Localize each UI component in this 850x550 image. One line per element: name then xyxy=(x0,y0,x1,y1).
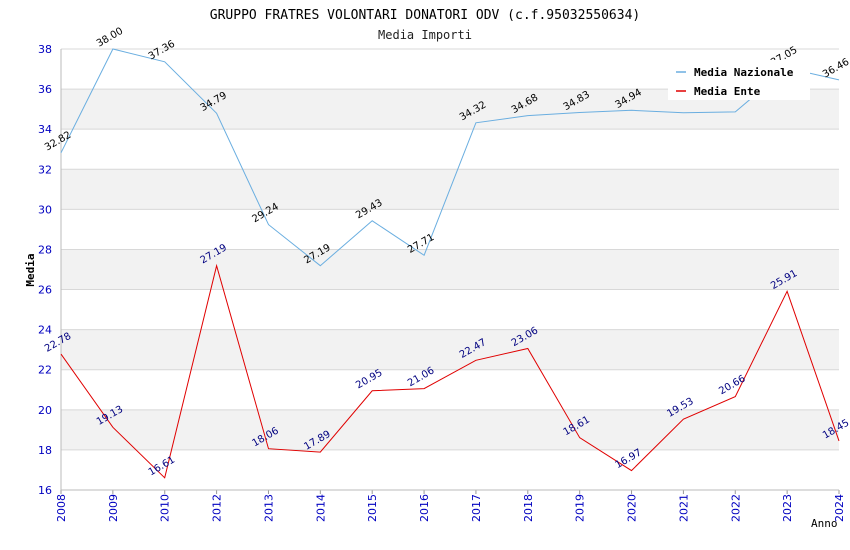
y-tick-label: 28 xyxy=(38,243,52,256)
y-tick-label: 38 xyxy=(38,43,52,56)
y-tick-label: 36 xyxy=(38,83,52,96)
data-label: 20.66 xyxy=(717,373,747,397)
x-tick-label: 2023 xyxy=(781,494,794,522)
x-tick-label: 2017 xyxy=(470,494,483,522)
legend: Media Nazionale Media Ente xyxy=(668,60,810,100)
x-tick-label: 2015 xyxy=(366,494,379,522)
data-label: 38.00 xyxy=(95,26,125,50)
y-tick-label: 24 xyxy=(38,324,52,337)
x-tick-label: 2013 xyxy=(262,494,275,522)
y-tick-label: 26 xyxy=(38,284,52,297)
x-tick-label: 2012 xyxy=(211,494,224,522)
y-axis-label: Media xyxy=(24,253,37,286)
series-lines xyxy=(60,48,840,479)
x-tick-label: 2014 xyxy=(314,494,327,522)
chart-title: GRUPPO FRATRES VOLONTARI DONATORI ODV (c… xyxy=(210,8,640,23)
y-tick-label: 20 xyxy=(38,404,52,417)
x-tick-label: 2019 xyxy=(574,494,587,522)
chart-subtitle: Media Importi xyxy=(378,28,472,42)
background-bands xyxy=(61,89,839,450)
x-tick-label: 2016 xyxy=(418,494,431,522)
y-tick-label: 32 xyxy=(38,163,52,176)
x-tick-label: 2022 xyxy=(729,494,742,522)
x-tick-label: 2008 xyxy=(55,494,68,522)
legend-box xyxy=(668,60,810,100)
legend-label: Media Nazionale xyxy=(694,66,794,79)
y-tick-label: 16 xyxy=(38,484,52,497)
y-tick-label: 18 xyxy=(38,444,52,457)
y-tick-label: 22 xyxy=(38,364,52,377)
data-label: 36.46 xyxy=(821,57,850,81)
grid-band xyxy=(61,409,839,450)
grid-band xyxy=(61,249,839,290)
series-line xyxy=(60,263,840,479)
x-axis-label: Anno xyxy=(811,517,838,530)
x-tick-label: 2024 xyxy=(833,494,846,522)
series-line xyxy=(60,48,840,267)
data-label: 37.36 xyxy=(147,39,177,63)
x-tick-label: 2009 xyxy=(107,494,120,522)
x-tick-label: 2021 xyxy=(677,494,690,522)
grid-band xyxy=(61,329,839,370)
y-tick-label: 30 xyxy=(38,203,52,216)
x-tick-label: 2010 xyxy=(159,494,172,522)
data-label: 16.97 xyxy=(614,447,644,471)
x-tick-label: 2020 xyxy=(626,494,639,522)
data-label: 20.95 xyxy=(354,368,384,392)
legend-label: Media Ente xyxy=(694,85,761,98)
x-tick-label: 2018 xyxy=(522,494,535,522)
y-tick-label: 34 xyxy=(38,123,52,136)
